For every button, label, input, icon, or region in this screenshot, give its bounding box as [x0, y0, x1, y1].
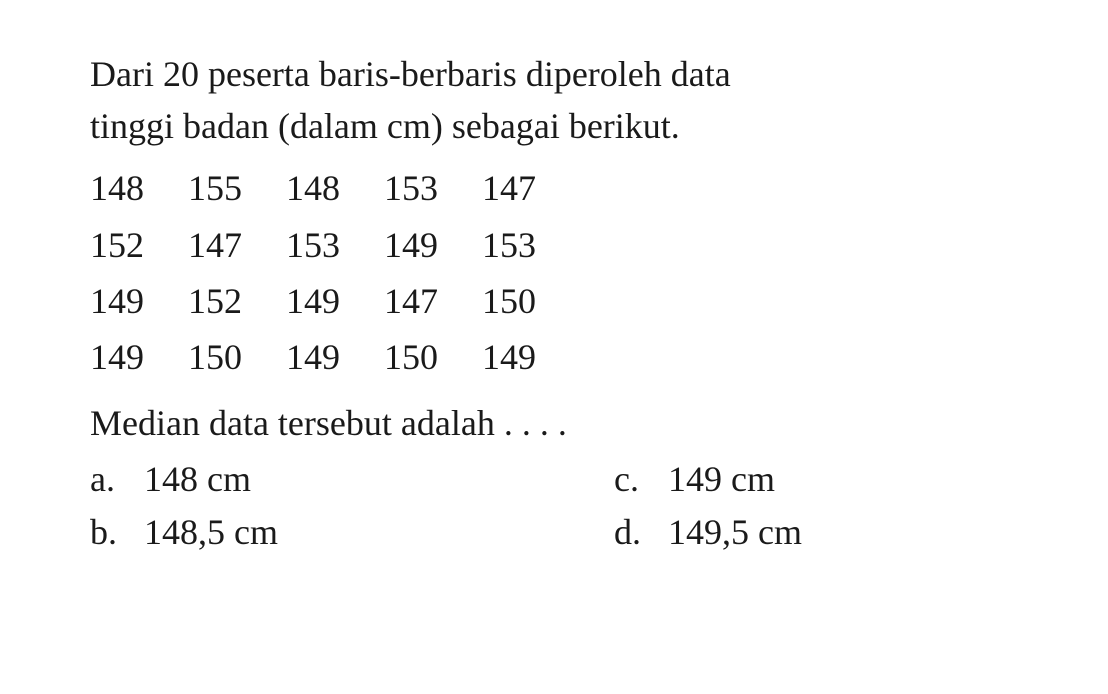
table-cell: 149 — [384, 217, 482, 273]
table-cell: 149 — [90, 329, 188, 385]
option-d-label: d. — [614, 506, 644, 558]
intro-line-1: Dari 20 peserta baris-berbaris diperoleh… — [90, 54, 731, 94]
table-cell: 155 — [188, 160, 286, 216]
document-content: Dari 20 peserta baris-berbaris diperoleh… — [90, 48, 1018, 558]
option-b-value: 148,5 cm — [144, 506, 278, 558]
table-cell: 150 — [188, 329, 286, 385]
table-row: 149 152 149 147 150 — [90, 273, 580, 329]
height-data-table: 148 155 148 153 147 152 147 153 149 153 … — [90, 160, 580, 385]
table-cell: 153 — [286, 217, 384, 273]
option-c-value: 149 cm — [668, 453, 775, 505]
intro-paragraph: Dari 20 peserta baris-berbaris diperoleh… — [90, 48, 1018, 152]
table-cell: 148 — [286, 160, 384, 216]
table-row: 149 150 149 150 149 — [90, 329, 580, 385]
table-cell: 148 — [90, 160, 188, 216]
table-cell: 149 — [482, 329, 580, 385]
table-cell: 150 — [482, 273, 580, 329]
table-cell: 152 — [188, 273, 286, 329]
option-d: d. 149,5 cm — [614, 506, 1018, 558]
option-b: b. 148,5 cm — [90, 506, 494, 558]
intro-line-2: tinggi badan (dalam cm) sebagai berikut. — [90, 106, 680, 146]
table-cell: 150 — [384, 329, 482, 385]
option-a: a. 148 cm — [90, 453, 494, 505]
option-a-label: a. — [90, 453, 120, 505]
table-cell: 149 — [286, 273, 384, 329]
option-a-value: 148 cm — [144, 453, 251, 505]
option-d-value: 149,5 cm — [668, 506, 802, 558]
table-cell: 153 — [482, 217, 580, 273]
option-c-label: c. — [614, 453, 644, 505]
question-text: Median data tersebut adalah . . . . — [90, 397, 1018, 449]
table-cell: 149 — [90, 273, 188, 329]
table-cell: 147 — [384, 273, 482, 329]
table-cell: 147 — [188, 217, 286, 273]
answer-options: a. 148 cm c. 149 cm b. 148,5 cm d. 149,5… — [90, 453, 1018, 557]
table-row: 152 147 153 149 153 — [90, 217, 580, 273]
table-cell: 152 — [90, 217, 188, 273]
option-b-label: b. — [90, 506, 120, 558]
table-cell: 147 — [482, 160, 580, 216]
table-row: 148 155 148 153 147 — [90, 160, 580, 216]
table-cell: 149 — [286, 329, 384, 385]
option-c: c. 149 cm — [614, 453, 1018, 505]
table-cell: 153 — [384, 160, 482, 216]
